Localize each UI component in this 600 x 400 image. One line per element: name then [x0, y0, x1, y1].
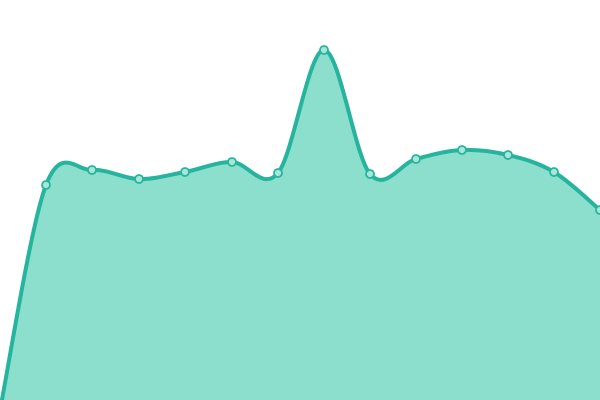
data-point-marker [503, 150, 513, 160]
data-point-marker [595, 205, 600, 215]
data-point-marker [87, 165, 97, 175]
data-point-marker [273, 168, 283, 178]
data-point-marker [41, 180, 51, 190]
data-point-marker [365, 169, 375, 179]
data-point-marker [227, 157, 237, 167]
data-point-marker [319, 45, 329, 55]
data-point-marker [549, 167, 559, 177]
data-point-marker [457, 145, 467, 155]
data-point-marker [411, 154, 421, 164]
line-stroke [0, 47, 600, 400]
area-fill [1, 49, 600, 400]
data-point-marker [180, 167, 190, 177]
data-point-marker [134, 174, 144, 184]
